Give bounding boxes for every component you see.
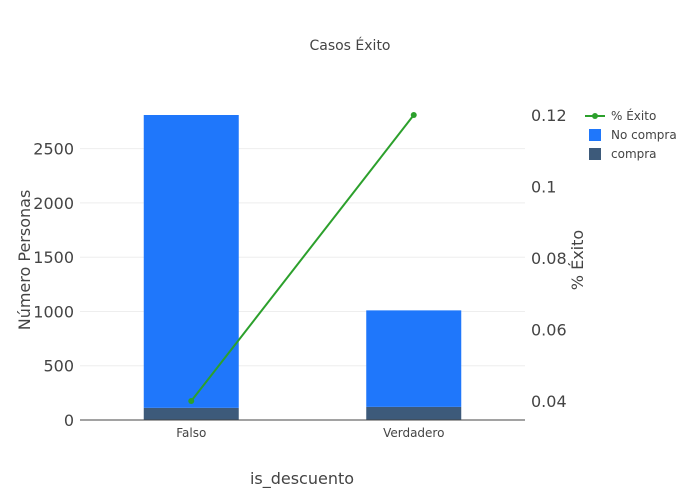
x-tick-label: Verdadero [383,426,444,440]
legend-item[interactable]: compra [589,147,657,161]
y-tick-label: 2500 [33,140,74,159]
y-tick-label: 1000 [33,302,74,321]
y-tick-label: 500 [43,357,74,376]
y-tick-label: 1500 [33,248,74,267]
y2-tick-label: 0.12 [531,106,567,125]
y-tick-label: 2000 [33,194,74,213]
bar-compra [143,407,239,420]
y-axis-label: Número Personas [15,190,34,331]
legend-label: compra [611,147,657,161]
y2-tick-label: 0.06 [531,321,567,340]
y2-tick-label: 0.04 [531,392,567,411]
y2-tick-label: 0.08 [531,249,567,268]
y2-axis-label: % Éxito [568,230,587,290]
axes: 0 500 1000 1500 2000 2500 0.04 0.06 0.08 0.1 0.12 F… [33,106,566,440]
chart-title: Casos Éxito [309,37,390,54]
point-exito [410,112,417,118]
legend-item[interactable]: % Éxito [585,108,656,123]
line-exito [190,114,415,402]
legend-swatch [589,129,601,141]
y2-tick-label: 0.1 [531,178,556,197]
line-series [188,112,417,405]
x-axis-label: is_descuento [250,469,354,489]
legend-label: No compra [611,128,677,142]
y-tick-label: 0 [64,411,74,430]
legend-label: % Éxito [611,108,656,123]
bar-no-compra [366,310,462,407]
bar-no-compra [143,115,239,408]
bars [143,115,462,420]
bar-compra [366,406,462,420]
x-tick-label: Falso [176,426,206,440]
legend-swatch [589,148,601,160]
legend[interactable]: % Éxito No compra compra [585,108,677,161]
legend-item[interactable]: No compra [589,128,677,142]
point-exito [188,398,195,405]
legend-marker-symbol [592,113,598,119]
